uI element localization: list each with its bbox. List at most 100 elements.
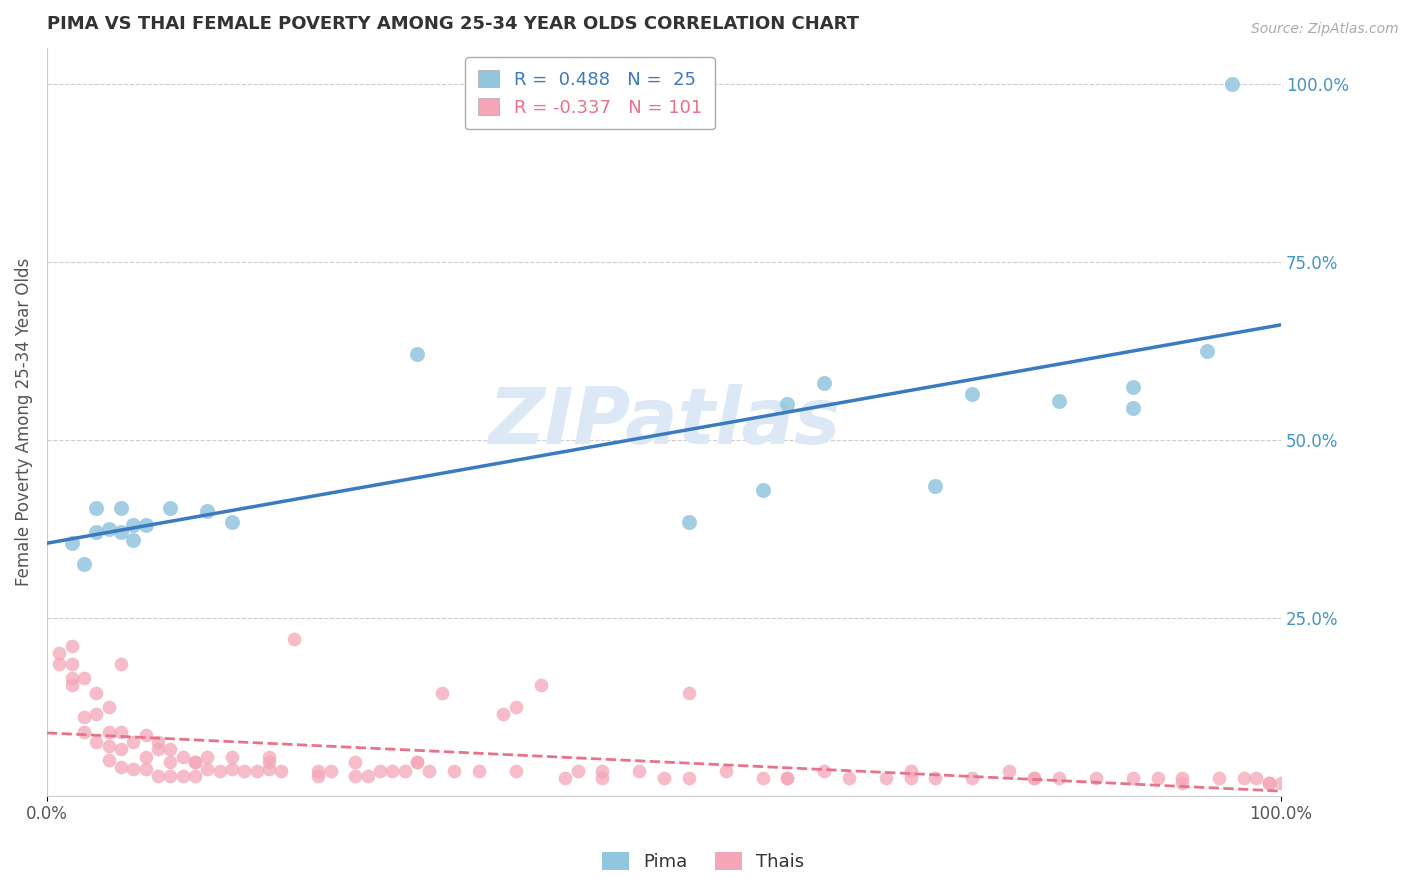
Point xyxy=(307,764,329,778)
Point xyxy=(492,706,515,721)
Point xyxy=(924,771,946,785)
Point xyxy=(430,685,453,699)
Point xyxy=(1024,771,1046,785)
Point xyxy=(1047,771,1070,785)
Point xyxy=(208,764,231,778)
Point xyxy=(554,771,576,785)
Point xyxy=(135,762,157,776)
Text: PIMA VS THAI FEMALE POVERTY AMONG 25-34 YEAR OLDS CORRELATION CHART: PIMA VS THAI FEMALE POVERTY AMONG 25-34 … xyxy=(46,15,859,33)
Point xyxy=(406,755,429,769)
Point xyxy=(257,749,280,764)
Point xyxy=(221,762,243,776)
Point xyxy=(751,483,773,497)
Point xyxy=(84,500,107,515)
Legend: R =  0.488   N =  25, R = -0.337   N = 101: R = 0.488 N = 25, R = -0.337 N = 101 xyxy=(465,57,714,129)
Point xyxy=(84,706,107,721)
Point xyxy=(221,515,243,529)
Point xyxy=(406,755,429,769)
Point xyxy=(60,657,83,671)
Point xyxy=(146,742,169,756)
Point xyxy=(122,735,145,749)
Point xyxy=(319,764,342,778)
Point xyxy=(60,678,83,692)
Point xyxy=(776,771,799,785)
Point xyxy=(172,769,194,783)
Point xyxy=(257,762,280,776)
Point xyxy=(406,347,429,361)
Point xyxy=(73,724,96,739)
Point xyxy=(443,764,465,778)
Point xyxy=(233,764,256,778)
Point xyxy=(1270,776,1292,790)
Point xyxy=(97,753,120,767)
Point xyxy=(381,764,404,778)
Text: ZIPatlas: ZIPatlas xyxy=(488,384,839,460)
Legend: Pima, Thais: Pima, Thais xyxy=(595,846,811,879)
Point xyxy=(159,500,181,515)
Point xyxy=(1047,393,1070,408)
Point xyxy=(678,515,700,529)
Point xyxy=(159,755,181,769)
Point xyxy=(159,769,181,783)
Point xyxy=(270,764,292,778)
Point xyxy=(97,522,120,536)
Point xyxy=(1122,401,1144,415)
Point xyxy=(97,699,120,714)
Point xyxy=(1171,771,1194,785)
Point xyxy=(1195,343,1218,358)
Point xyxy=(776,397,799,411)
Point xyxy=(900,764,922,778)
Point xyxy=(73,671,96,685)
Point xyxy=(1246,771,1268,785)
Point xyxy=(110,657,132,671)
Point xyxy=(924,479,946,493)
Point xyxy=(97,739,120,753)
Point xyxy=(418,764,440,778)
Point xyxy=(1146,771,1168,785)
Point xyxy=(813,764,835,778)
Point xyxy=(1257,776,1279,790)
Point xyxy=(97,724,120,739)
Point xyxy=(1122,771,1144,785)
Point xyxy=(652,771,675,785)
Point xyxy=(221,749,243,764)
Point xyxy=(628,764,651,778)
Point xyxy=(368,764,391,778)
Point xyxy=(344,769,367,783)
Point xyxy=(678,685,700,699)
Point xyxy=(1024,771,1046,785)
Point xyxy=(195,749,218,764)
Point xyxy=(813,376,835,390)
Point xyxy=(135,749,157,764)
Point xyxy=(159,742,181,756)
Point xyxy=(283,632,305,647)
Point xyxy=(1220,77,1243,91)
Point xyxy=(505,764,527,778)
Point xyxy=(875,771,897,785)
Point xyxy=(751,771,773,785)
Point xyxy=(998,764,1021,778)
Point xyxy=(110,760,132,774)
Point xyxy=(184,755,207,769)
Point xyxy=(714,764,737,778)
Point xyxy=(246,764,269,778)
Point xyxy=(73,558,96,572)
Point xyxy=(146,769,169,783)
Point xyxy=(135,728,157,742)
Point xyxy=(357,769,380,783)
Point xyxy=(1233,771,1256,785)
Point xyxy=(678,771,700,785)
Point xyxy=(1122,379,1144,393)
Point xyxy=(529,678,551,692)
Point xyxy=(1084,771,1107,785)
Point xyxy=(60,640,83,654)
Point xyxy=(195,504,218,518)
Point xyxy=(962,771,984,785)
Point xyxy=(48,647,70,661)
Point xyxy=(135,518,157,533)
Y-axis label: Female Poverty Among 25-34 Year Olds: Female Poverty Among 25-34 Year Olds xyxy=(15,258,32,586)
Point xyxy=(84,525,107,540)
Point xyxy=(900,771,922,785)
Point xyxy=(962,386,984,401)
Point xyxy=(567,764,589,778)
